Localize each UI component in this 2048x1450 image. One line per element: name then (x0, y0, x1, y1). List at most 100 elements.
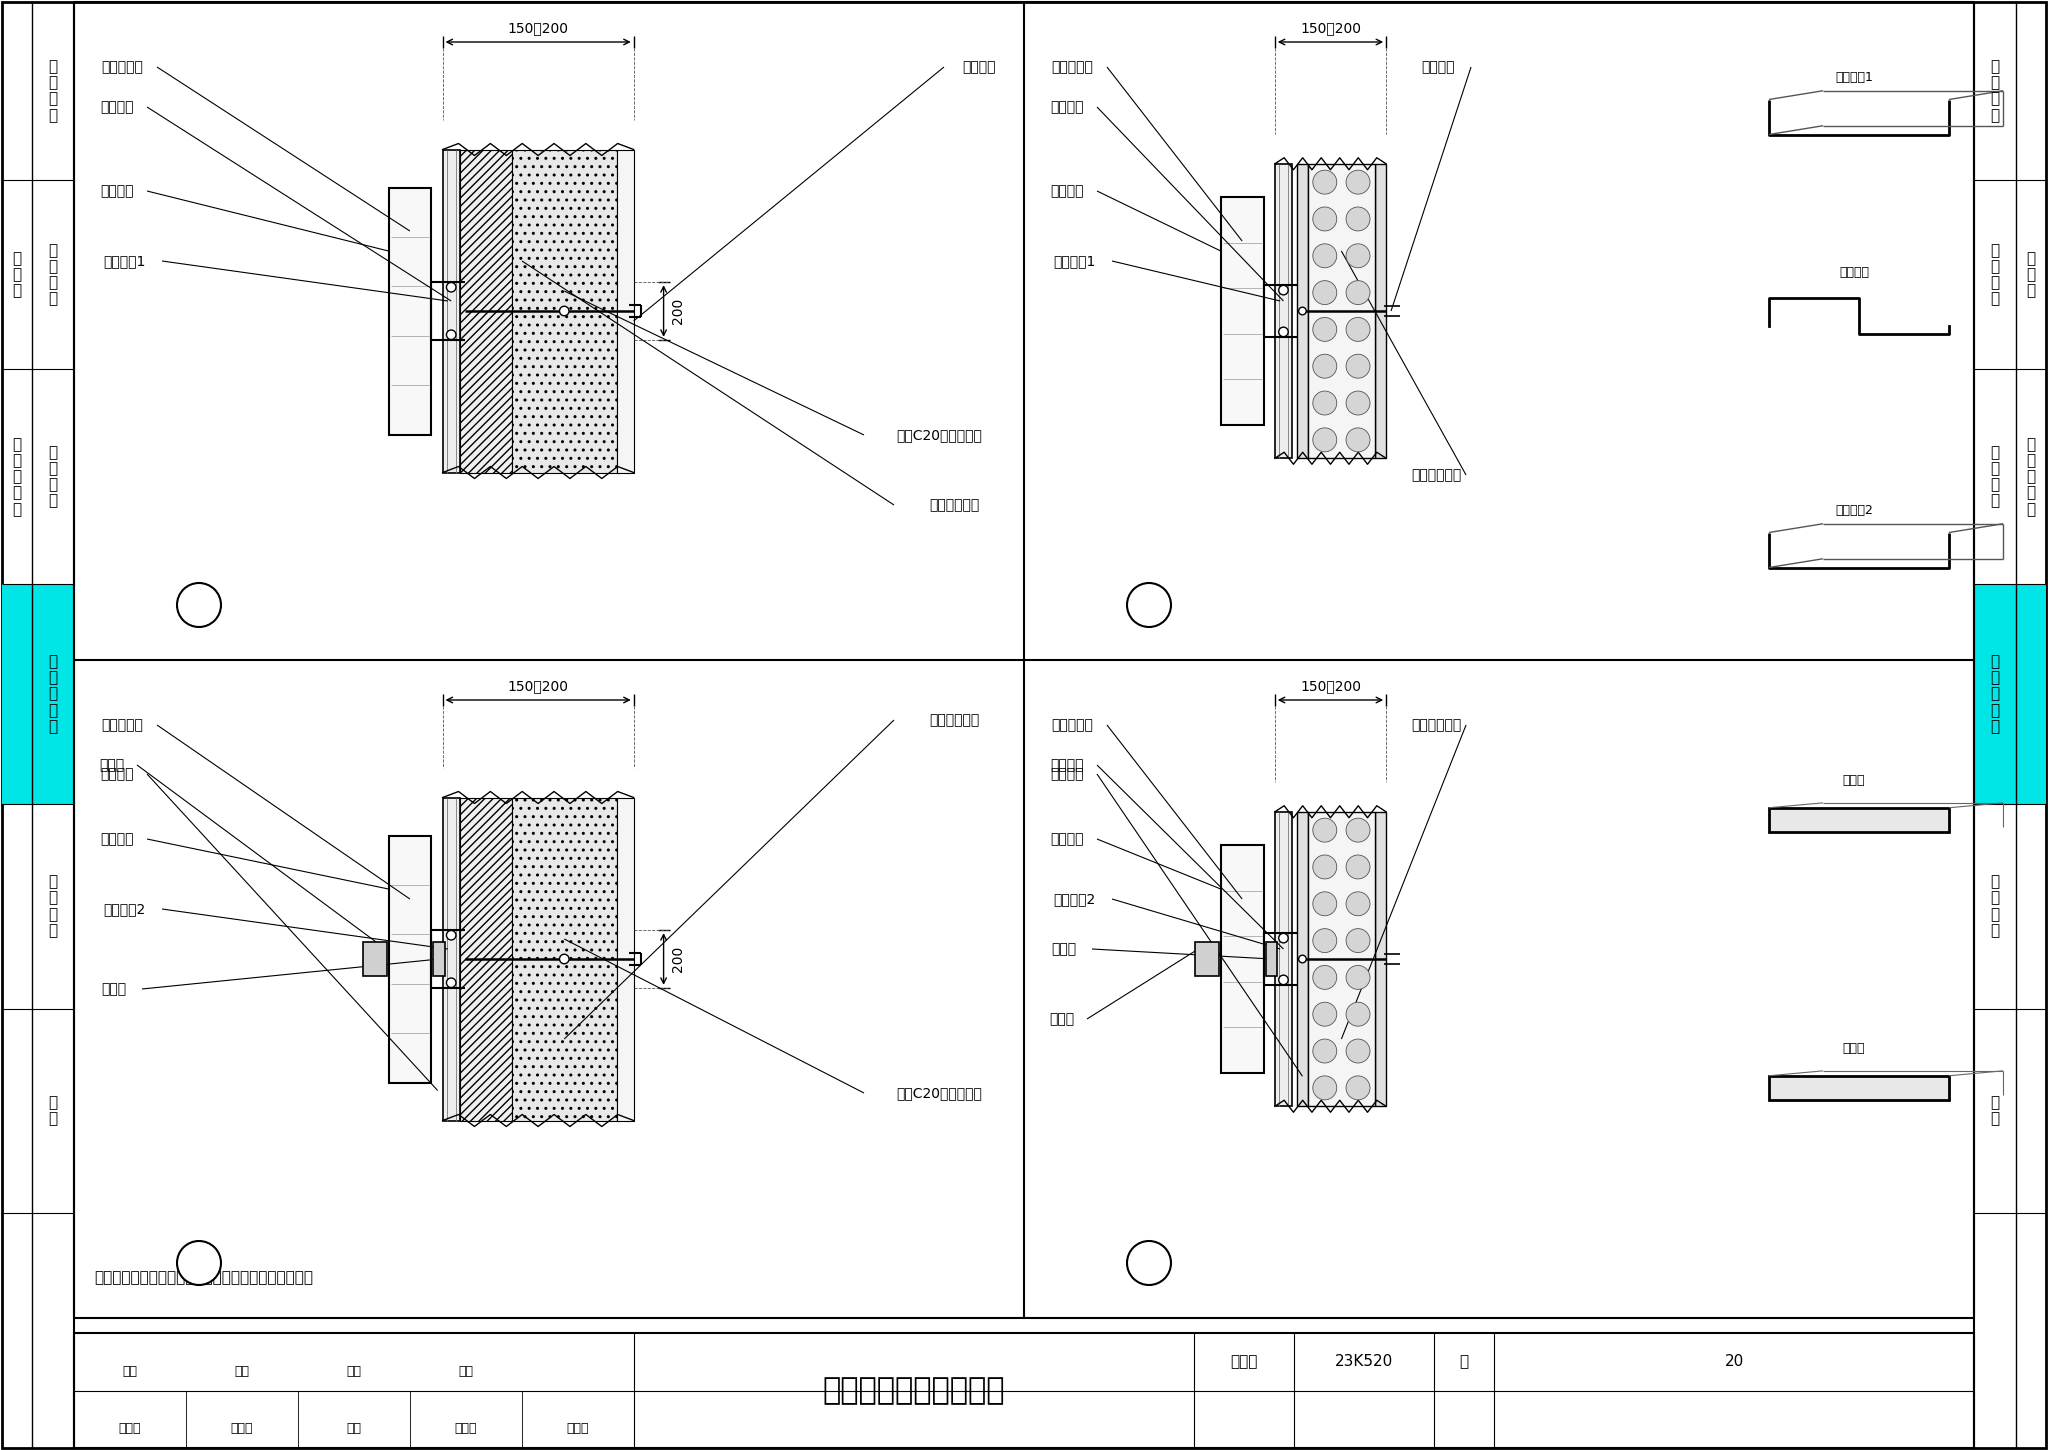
Bar (2, 584, 74, 803)
Text: 审核: 审核 (123, 1364, 137, 1377)
Circle shape (1278, 976, 1288, 985)
Circle shape (1313, 392, 1337, 415)
Bar (616, 798, 633, 1121)
Circle shape (1278, 934, 1288, 943)
Text: 固定螺栓: 固定螺栓 (1051, 100, 1083, 115)
Circle shape (1313, 318, 1337, 341)
Text: 横支撑件2: 横支撑件2 (1835, 503, 1874, 516)
Text: 平板集热器: 平板集热器 (1051, 718, 1094, 732)
Circle shape (1313, 1002, 1337, 1027)
Circle shape (1313, 966, 1337, 989)
Text: 150～200: 150～200 (1300, 679, 1362, 693)
Circle shape (446, 977, 457, 987)
Circle shape (1346, 392, 1370, 415)
Text: 竖支撑件: 竖支撑件 (100, 184, 133, 199)
Bar (1769, 808, 1950, 832)
Text: 150～200: 150～200 (508, 679, 569, 693)
Circle shape (1346, 170, 1370, 194)
Text: 工
程
实
例: 工 程 实 例 (1991, 874, 1999, 938)
Circle shape (1313, 244, 1337, 268)
Circle shape (1313, 354, 1337, 378)
Bar (1769, 1076, 1950, 1101)
Text: 竖支撑件: 竖支撑件 (100, 832, 133, 845)
Circle shape (1346, 428, 1370, 452)
Text: 竖支撑件: 竖支撑件 (1839, 265, 1870, 278)
Bar (1974, 584, 2046, 803)
Bar (1276, 164, 1292, 458)
Text: 压型钢板墙体: 压型钢板墙体 (1411, 468, 1460, 481)
Bar (1221, 197, 1264, 425)
Text: 图集号: 图集号 (1231, 1354, 1257, 1369)
Text: 灌实C20细石混凝土: 灌实C20细石混凝土 (897, 428, 981, 442)
Text: 典
型
系
统: 典 型 系 统 (49, 242, 57, 306)
Text: 横支撑件1: 横支撑件1 (1053, 254, 1096, 268)
Text: 页: 页 (1460, 1354, 1468, 1369)
Text: 200: 200 (670, 945, 684, 972)
Circle shape (1313, 856, 1337, 879)
Text: 150～200: 150～200 (1300, 20, 1362, 35)
Text: 自攻螺丝: 自攻螺丝 (1051, 767, 1083, 782)
Text: 姜后台: 姜后台 (567, 1421, 590, 1434)
Bar (389, 187, 432, 435)
Text: 原
理
图: 原 理 图 (12, 251, 23, 299)
Circle shape (1346, 244, 1370, 268)
Text: 横支撑件2: 横支撑件2 (1053, 892, 1096, 906)
Circle shape (1126, 1241, 1171, 1285)
Text: 工
程
实
例: 工 程 实 例 (49, 874, 57, 938)
Text: 原
理
图: 原 理 图 (2025, 251, 2036, 299)
Circle shape (1346, 928, 1370, 953)
Circle shape (176, 1241, 221, 1285)
Text: ②: ② (190, 1253, 209, 1273)
Text: 外压块: 外压块 (100, 758, 125, 771)
Bar (442, 149, 459, 473)
Text: 系
统
设
计: 系 统 设 计 (49, 59, 57, 123)
Text: 外压块: 外压块 (1843, 1041, 1866, 1054)
Circle shape (1346, 318, 1370, 341)
Text: ①: ① (190, 594, 209, 615)
Bar (1266, 942, 1276, 976)
Bar (362, 942, 387, 976)
Text: 规
格
与
参
数: 规 格 与 参 数 (2025, 436, 2036, 516)
Text: 平板集热器: 平板集热器 (100, 718, 143, 732)
Bar (459, 149, 512, 473)
Circle shape (1278, 286, 1288, 294)
Circle shape (1313, 928, 1337, 953)
Text: 膨胀螺栓: 膨胀螺栓 (100, 767, 133, 782)
Text: 蔡存占: 蔡存占 (455, 1421, 477, 1434)
Circle shape (446, 331, 457, 339)
Text: ④: ④ (1139, 1253, 1159, 1273)
Text: 管冬敏: 管冬敏 (119, 1421, 141, 1434)
Text: 平板集热器: 平板集热器 (100, 59, 143, 74)
Text: 内压块: 内压块 (1843, 773, 1866, 786)
Text: 压型钢板墙体: 压型钢板墙体 (1411, 718, 1460, 732)
Text: 内压块: 内压块 (1051, 942, 1077, 956)
Text: 内压块: 内压块 (102, 982, 127, 996)
Circle shape (1313, 170, 1337, 194)
Circle shape (1313, 818, 1337, 842)
Circle shape (1313, 1040, 1337, 1063)
Circle shape (1346, 1076, 1370, 1099)
Text: 审定: 审定 (236, 1364, 250, 1377)
Bar (1296, 812, 1309, 1106)
Circle shape (559, 954, 569, 964)
Circle shape (1346, 966, 1370, 989)
Circle shape (446, 931, 457, 940)
Text: 附
录: 附 录 (49, 1095, 57, 1127)
Circle shape (1298, 956, 1307, 963)
Circle shape (1346, 818, 1370, 842)
Circle shape (1313, 1076, 1337, 1099)
Text: 竖支撑件: 竖支撑件 (1051, 184, 1083, 199)
Text: 李靖: 李靖 (346, 1421, 362, 1434)
Circle shape (176, 583, 221, 626)
Text: 竖支撑件: 竖支撑件 (1051, 832, 1083, 845)
Bar (74, 1333, 1974, 1449)
Circle shape (446, 283, 457, 291)
Bar (1221, 845, 1264, 1073)
Bar (1309, 164, 1374, 458)
Text: 横支撑件1: 横支撑件1 (1835, 71, 1874, 84)
Bar (616, 149, 633, 473)
Text: 非承重砌体墙: 非承重砌体墙 (930, 713, 979, 726)
Text: 平板集热器在墙面安装: 平板集热器在墙面安装 (823, 1376, 1006, 1405)
Bar (1374, 164, 1386, 458)
Text: 设
备
材
料: 设 备 材 料 (49, 445, 57, 509)
